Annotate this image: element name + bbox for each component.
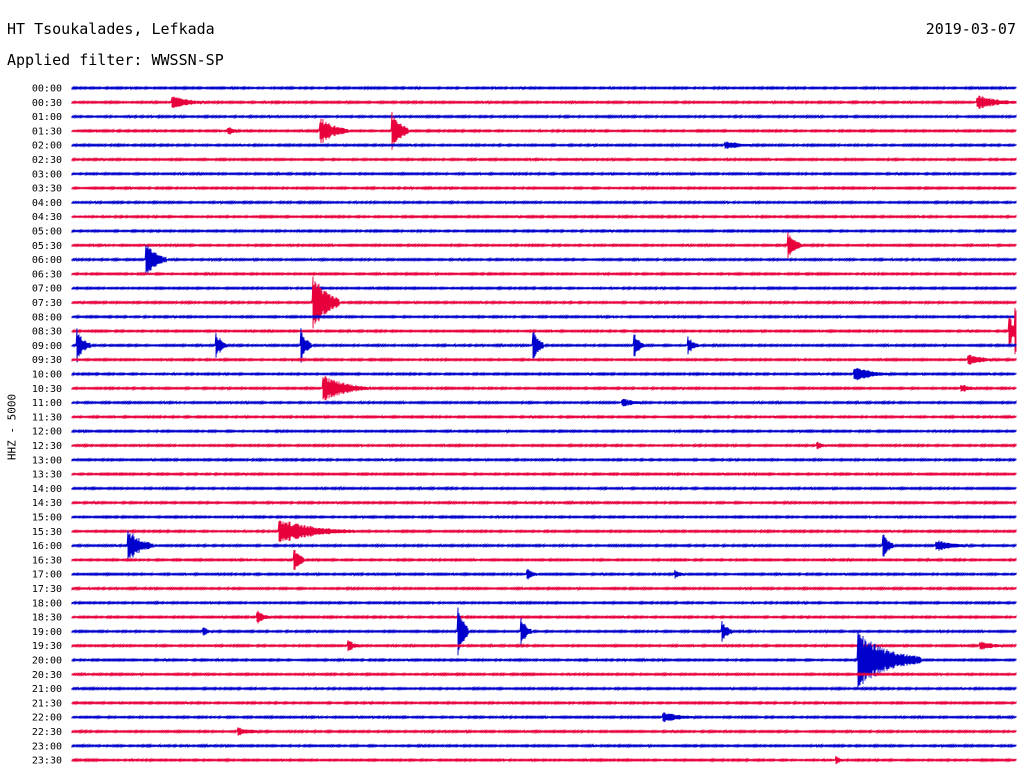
time-tick-label: 09:30 bbox=[32, 355, 62, 366]
time-tick-label: 02:00 bbox=[32, 141, 62, 152]
trace-row-0830 bbox=[71, 307, 1017, 355]
trace-row-1730 bbox=[71, 585, 1017, 592]
trace-row-1100 bbox=[71, 398, 1017, 407]
time-tick-label: 19:30 bbox=[32, 641, 62, 652]
trace-row-0230 bbox=[71, 156, 1017, 163]
time-tick-label: 11:30 bbox=[32, 412, 62, 423]
time-tick-label: 07:00 bbox=[32, 284, 62, 295]
trace-row-1630 bbox=[71, 549, 1017, 570]
time-tick-label: 20:00 bbox=[32, 656, 62, 667]
time-tick-label: 03:30 bbox=[32, 184, 62, 195]
time-tick-label: 11:00 bbox=[32, 398, 62, 409]
trace-row-0530 bbox=[71, 232, 1017, 259]
time-tick-label: 16:30 bbox=[32, 555, 62, 566]
time-tick-label: 21:00 bbox=[32, 684, 62, 695]
filter-label: Applied filter: WWSSN-SP bbox=[7, 51, 224, 69]
trace-row-1030 bbox=[71, 376, 1017, 401]
trace-row-2230 bbox=[71, 727, 1017, 736]
time-tick-label: 23:30 bbox=[32, 756, 62, 767]
date-label: 2019-03-07 bbox=[925, 20, 1016, 38]
time-tick-label: 05:30 bbox=[32, 241, 62, 252]
time-tick-label: 15:30 bbox=[32, 527, 62, 538]
trace-row-0600 bbox=[71, 244, 1017, 275]
time-tick-label: 18:00 bbox=[32, 598, 62, 609]
time-tick-label: 06:30 bbox=[32, 269, 62, 280]
time-tick-label: 15:00 bbox=[32, 513, 62, 524]
time-tick-label: 01:30 bbox=[32, 126, 62, 137]
trace-row-0700 bbox=[71, 285, 1017, 291]
trace-row-1400 bbox=[71, 485, 1017, 492]
trace-row-0800 bbox=[71, 313, 1017, 320]
time-tick-label: 22:00 bbox=[32, 713, 62, 724]
trace-row-2100 bbox=[71, 685, 1017, 692]
time-tick-label: 12:30 bbox=[32, 441, 62, 452]
trace-row-0000 bbox=[71, 85, 1017, 91]
time-tick-label: 13:30 bbox=[32, 470, 62, 481]
time-tick-label: 17:30 bbox=[32, 584, 62, 595]
trace-row-1200 bbox=[71, 428, 1017, 435]
time-tick-label: 08:30 bbox=[32, 327, 62, 338]
trace-row-0300 bbox=[71, 170, 1017, 177]
time-tick-label: 05:00 bbox=[32, 227, 62, 238]
trace-row-2300 bbox=[71, 742, 1017, 749]
time-tick-label: 10:30 bbox=[32, 384, 62, 395]
time-tick-label: 03:00 bbox=[32, 169, 62, 180]
time-tick-label: 02:30 bbox=[32, 155, 62, 166]
time-tick-label: 09:00 bbox=[32, 341, 62, 352]
trace-row-1800 bbox=[71, 600, 1017, 606]
trace-row-0500 bbox=[71, 228, 1017, 234]
station-title: HT Tsoukalades, Lefkada bbox=[7, 20, 215, 38]
time-tick-label: 20:30 bbox=[32, 670, 62, 681]
trace-row-0630 bbox=[71, 271, 1017, 277]
time-tick-label: 12:00 bbox=[32, 427, 62, 438]
trace-row-0200 bbox=[71, 141, 1017, 149]
time-tick-label: 22:30 bbox=[32, 727, 62, 738]
time-tick-label: 16:00 bbox=[32, 541, 62, 552]
trace-row-1500 bbox=[71, 514, 1017, 520]
trace-row-0030 bbox=[71, 95, 1017, 110]
time-tick-label: 19:00 bbox=[32, 627, 62, 638]
time-tick-label: 14:30 bbox=[32, 498, 62, 509]
trace-row-2330 bbox=[71, 755, 1017, 765]
trace-row-0930 bbox=[71, 354, 1017, 365]
time-tick-label: 18:30 bbox=[32, 613, 62, 624]
time-tick-label: 23:00 bbox=[32, 741, 62, 752]
trace-row-0100 bbox=[71, 113, 1017, 120]
trace-row-1600 bbox=[71, 530, 1017, 561]
trace-row-2030 bbox=[71, 671, 1017, 678]
trace-row-0400 bbox=[71, 199, 1017, 206]
time-tick-label: 10:00 bbox=[32, 370, 62, 381]
trace-row-2130 bbox=[71, 700, 1017, 706]
time-tick-label: 17:00 bbox=[32, 570, 62, 581]
time-tick-label: 01:00 bbox=[32, 112, 62, 123]
trace-row-0730 bbox=[71, 276, 1017, 329]
time-tick-label: 00:30 bbox=[32, 98, 62, 109]
trace-row-1830 bbox=[71, 610, 1017, 624]
trace-row-0130 bbox=[71, 112, 1017, 150]
time-tick-label: 04:00 bbox=[32, 198, 62, 209]
trace-row-2000 bbox=[71, 632, 1017, 688]
time-tick-label: 06:00 bbox=[32, 255, 62, 266]
trace-row-0900 bbox=[71, 328, 1017, 363]
time-tick-label: 07:30 bbox=[32, 298, 62, 309]
time-tick-label: 04:30 bbox=[32, 212, 62, 223]
trace-row-2200 bbox=[71, 712, 1017, 723]
trace-row-1130 bbox=[71, 414, 1017, 420]
trace-row-1230 bbox=[71, 441, 1017, 450]
time-tick-label: 00:00 bbox=[32, 84, 62, 95]
time-tick-label: 13:00 bbox=[32, 455, 62, 466]
time-tick-label: 21:30 bbox=[32, 698, 62, 709]
trace-row-1700 bbox=[71, 568, 1017, 580]
trace-row-0430 bbox=[71, 213, 1017, 220]
trace-row-1530 bbox=[71, 520, 1017, 543]
time-tick-label: 08:00 bbox=[32, 312, 62, 323]
trace-row-1300 bbox=[71, 457, 1017, 463]
trace-row-0330 bbox=[71, 185, 1017, 191]
trace-row-1330 bbox=[71, 471, 1017, 477]
trace-row-1900 bbox=[71, 607, 1017, 656]
time-tick-label: 14:00 bbox=[32, 484, 62, 495]
trace-row-1000 bbox=[71, 367, 1017, 381]
trace-row-1430 bbox=[71, 499, 1017, 506]
